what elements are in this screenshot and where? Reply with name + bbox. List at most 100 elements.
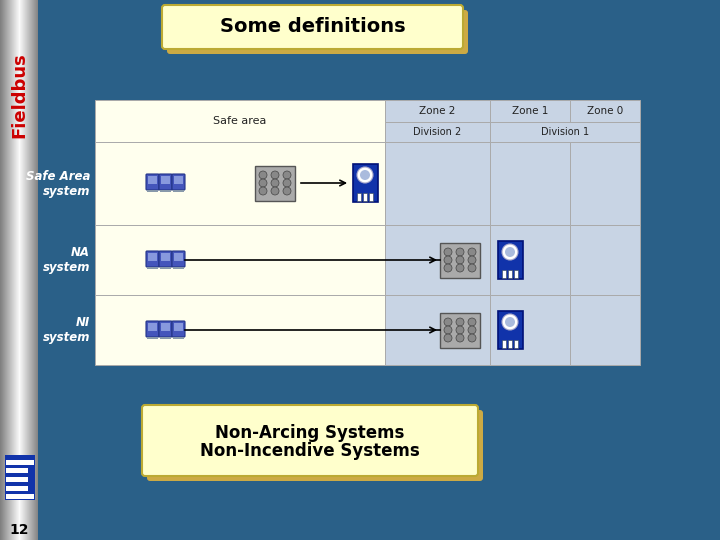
Bar xyxy=(173,190,184,192)
Bar xyxy=(440,243,480,278)
Text: Non-Arcing Systems: Non-Arcing Systems xyxy=(215,423,405,442)
Bar xyxy=(34,0,35,540)
Bar xyxy=(4,0,5,540)
Circle shape xyxy=(468,264,476,272)
Circle shape xyxy=(505,317,515,327)
Bar xyxy=(490,122,640,142)
Bar xyxy=(502,270,506,278)
Bar xyxy=(6,494,34,499)
Bar xyxy=(161,253,170,261)
Bar xyxy=(17,0,18,540)
Circle shape xyxy=(444,318,452,326)
Bar xyxy=(174,176,183,184)
Text: Some definitions: Some definitions xyxy=(220,17,405,37)
FancyBboxPatch shape xyxy=(147,410,483,481)
Circle shape xyxy=(505,247,515,257)
FancyBboxPatch shape xyxy=(146,251,159,267)
Bar xyxy=(173,337,184,339)
Bar xyxy=(31,0,32,540)
Bar xyxy=(15,0,16,540)
Bar xyxy=(95,225,385,295)
Circle shape xyxy=(444,326,452,334)
FancyBboxPatch shape xyxy=(146,174,159,190)
Circle shape xyxy=(456,318,464,326)
Bar xyxy=(6,460,34,465)
Bar xyxy=(385,100,490,122)
Bar xyxy=(0,0,1,540)
Bar xyxy=(490,225,570,295)
Bar xyxy=(8,0,9,540)
Circle shape xyxy=(456,248,464,256)
Bar xyxy=(498,311,523,349)
Text: Fieldbus: Fieldbus xyxy=(10,52,28,138)
Circle shape xyxy=(468,334,476,342)
FancyBboxPatch shape xyxy=(172,251,185,267)
FancyBboxPatch shape xyxy=(162,5,463,49)
Text: Safe Area
system: Safe Area system xyxy=(26,170,90,198)
Bar xyxy=(95,100,385,142)
Bar xyxy=(353,164,378,202)
FancyBboxPatch shape xyxy=(172,321,185,337)
Bar xyxy=(440,313,480,348)
Bar xyxy=(95,295,385,365)
Bar xyxy=(21,0,22,540)
Bar xyxy=(508,340,512,348)
Bar xyxy=(363,193,367,201)
Circle shape xyxy=(502,244,518,260)
Bar xyxy=(32,0,33,540)
Circle shape xyxy=(259,179,267,187)
Circle shape xyxy=(271,171,279,179)
Circle shape xyxy=(283,187,291,195)
FancyBboxPatch shape xyxy=(167,10,468,54)
Bar xyxy=(30,0,31,540)
FancyBboxPatch shape xyxy=(159,251,172,267)
Text: Zone 2: Zone 2 xyxy=(419,106,456,116)
Circle shape xyxy=(444,264,452,272)
Bar xyxy=(147,337,158,339)
Bar xyxy=(160,267,171,269)
Bar xyxy=(502,340,506,348)
Bar xyxy=(6,0,7,540)
Circle shape xyxy=(456,256,464,264)
Bar xyxy=(10,0,11,540)
Circle shape xyxy=(444,256,452,264)
Bar xyxy=(37,0,38,540)
Bar xyxy=(22,0,23,540)
Bar xyxy=(16,0,17,540)
Text: Division 2: Division 2 xyxy=(413,127,462,137)
Bar xyxy=(35,0,36,540)
Circle shape xyxy=(468,318,476,326)
Bar xyxy=(33,0,34,540)
Bar xyxy=(570,295,640,365)
Bar xyxy=(514,340,518,348)
Bar xyxy=(29,0,30,540)
Text: Zone 0: Zone 0 xyxy=(587,106,623,116)
Bar xyxy=(9,0,10,540)
Bar xyxy=(161,323,170,331)
Bar xyxy=(24,0,25,540)
Bar xyxy=(5,0,6,540)
Bar xyxy=(6,468,28,473)
Bar xyxy=(508,270,512,278)
Bar xyxy=(498,241,523,279)
Bar xyxy=(490,295,570,365)
Circle shape xyxy=(444,334,452,342)
Text: Zone 1: Zone 1 xyxy=(512,106,548,116)
Bar xyxy=(23,0,24,540)
Bar xyxy=(357,193,361,201)
Bar xyxy=(174,253,183,261)
Bar xyxy=(570,225,640,295)
Text: Division 1: Division 1 xyxy=(541,127,589,137)
Bar xyxy=(1,0,2,540)
Bar xyxy=(11,0,12,540)
Bar xyxy=(148,323,157,331)
Bar xyxy=(20,0,21,540)
Bar xyxy=(385,142,490,225)
Bar xyxy=(95,142,385,225)
Text: NA
system: NA system xyxy=(42,246,90,274)
Bar xyxy=(147,190,158,192)
Circle shape xyxy=(259,171,267,179)
FancyBboxPatch shape xyxy=(146,321,159,337)
Text: NI
system: NI system xyxy=(42,316,90,344)
Circle shape xyxy=(468,256,476,264)
